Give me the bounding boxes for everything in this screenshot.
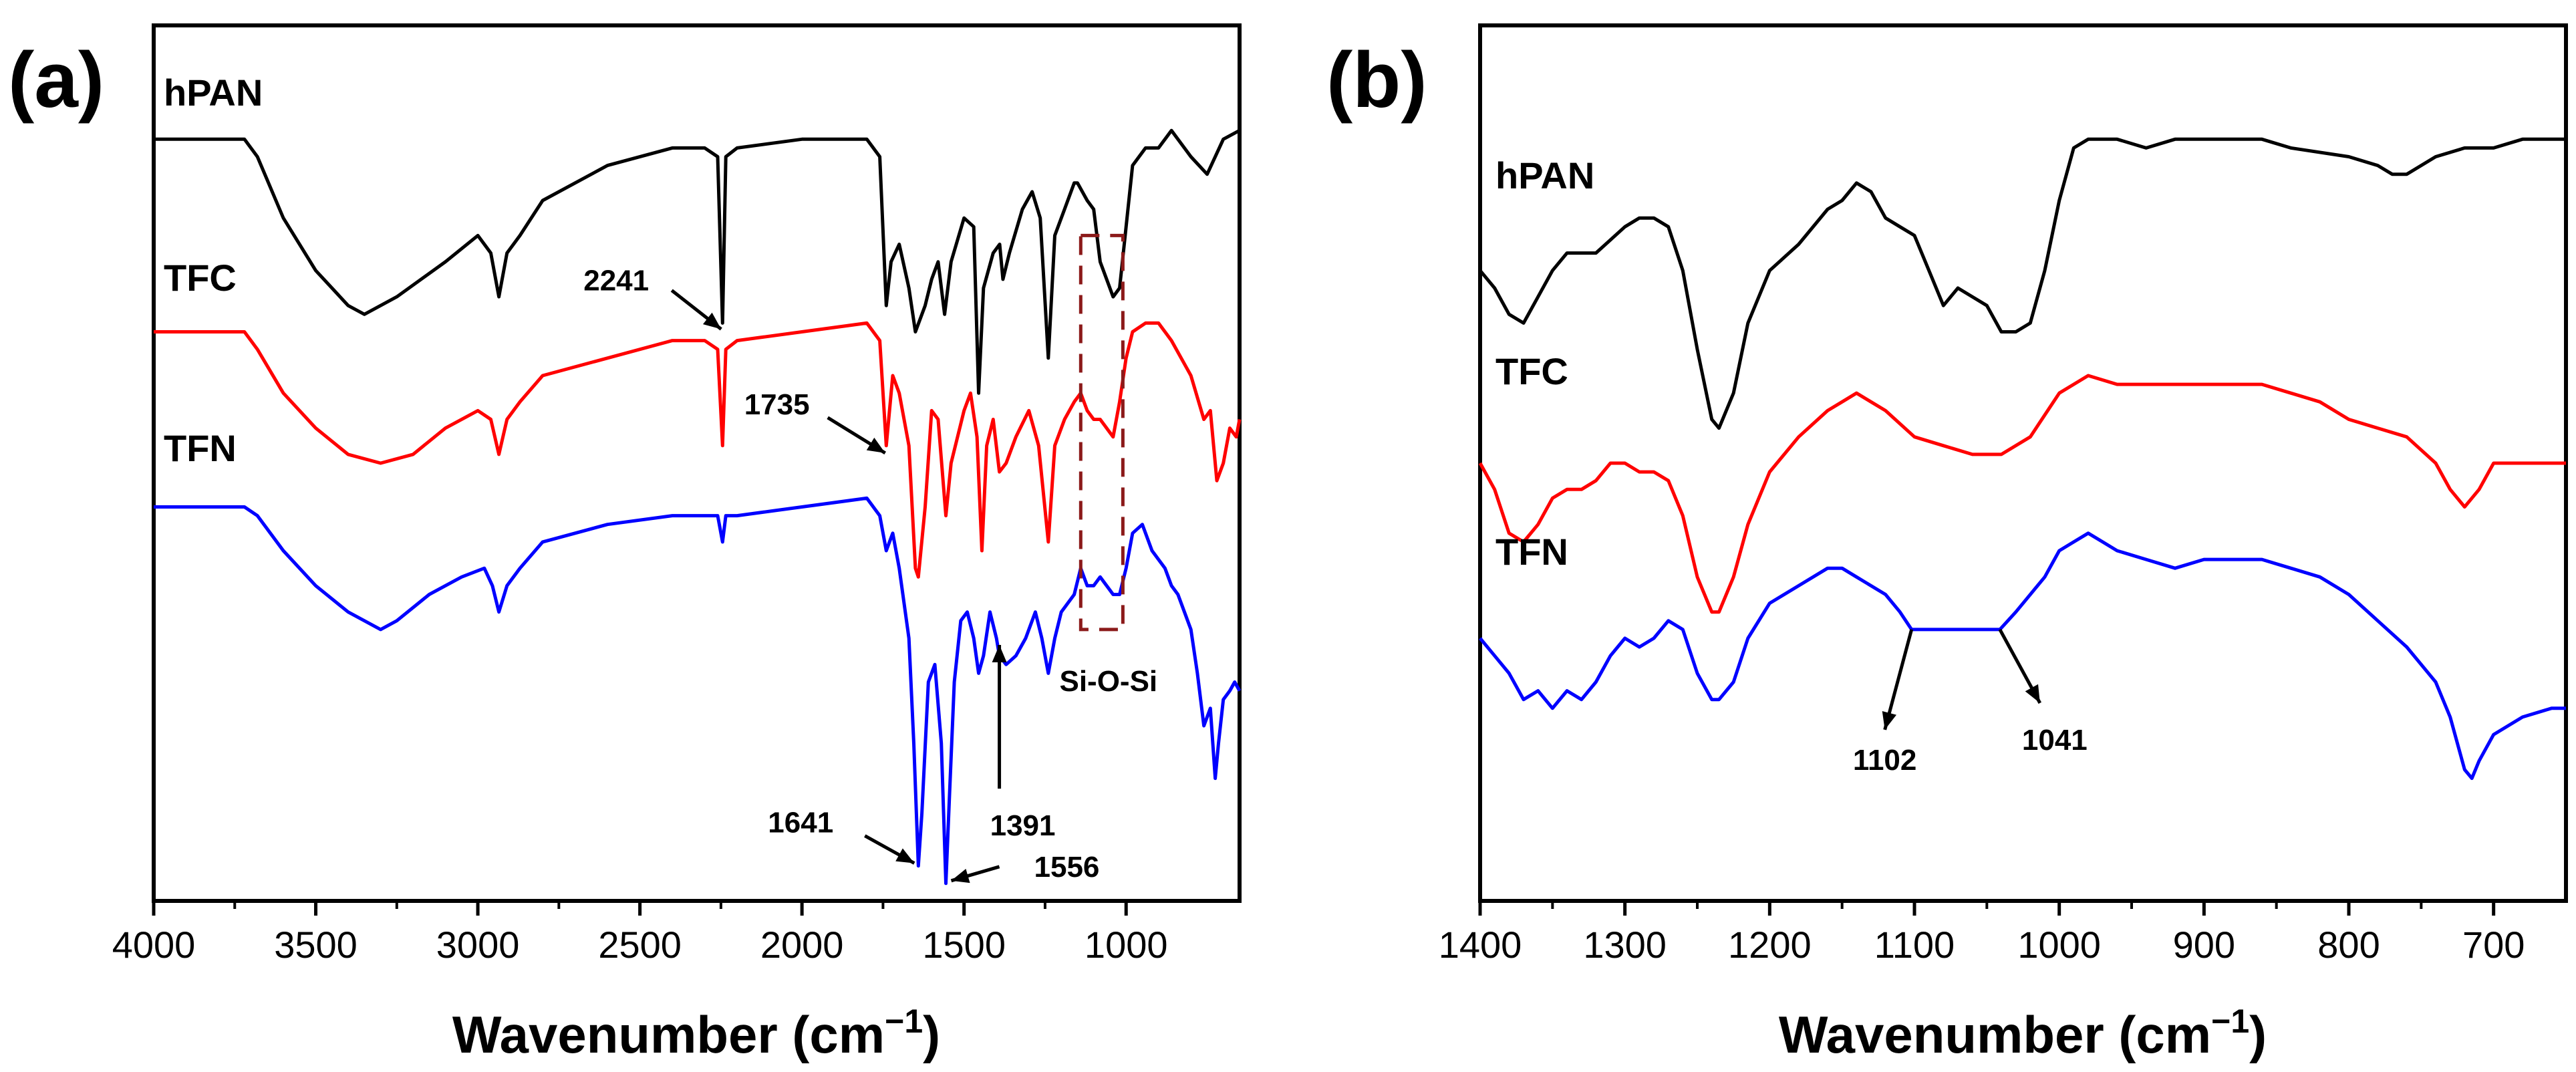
si-o-si-dashed-box — [1079, 233, 1125, 632]
annotation-arrow-head — [2025, 684, 2040, 703]
x-tick-label: 1000 — [2017, 924, 2101, 966]
panel-a: (a) 4000 3500 3000 2500 2000 1500 1000 2241 173… — [8, 23, 1242, 1064]
panel-b-series-label-hpan: hPAN — [1495, 154, 1594, 196]
annotation-arrow-head — [992, 645, 1007, 662]
series-line-hpan — [154, 128, 1241, 395]
panel-b-plot-frame — [1478, 23, 2568, 903]
panel-a-series-label-hpan: hPAN — [164, 72, 263, 114]
annotation-label: 1391 — [990, 809, 1056, 842]
annotation-label: 1735 — [744, 388, 810, 421]
annotation-label: 1041 — [2022, 724, 2088, 757]
panel-a-series — [154, 128, 1242, 886]
x-tick-label: 4000 — [112, 924, 196, 966]
annotation-arrow-head — [895, 848, 915, 863]
annotation-arrow-head — [1882, 710, 1896, 730]
panel-b-series-label-tfn: TFN — [1495, 531, 1568, 573]
annotation-label: 1641 — [768, 807, 833, 839]
x-tick-label: 1000 — [1085, 924, 1168, 966]
panel-b-series-label-tfc: TFC — [1495, 350, 1568, 392]
annotation-arrow-head — [951, 868, 970, 884]
annotation-arrow-head — [866, 437, 885, 453]
panel-a-label: (a) — [8, 36, 104, 124]
annotation-label: 2241 — [583, 265, 649, 297]
series-line-tfc — [154, 321, 1242, 579]
annotation-label: Si-O-Si — [1059, 665, 1157, 698]
panel-b-x-ticks: 1400 1300 1200 1100 1000 900 800 700 — [1439, 901, 2525, 966]
x-tick-label: 2000 — [760, 924, 844, 966]
x-tick-label: 3500 — [274, 924, 357, 966]
x-tick-label: 800 — [2317, 924, 2380, 966]
x-tick-label: 1300 — [1583, 924, 1667, 966]
series-line-tfn — [154, 496, 1242, 886]
panel-b-annotations: 1102 1041 — [1853, 628, 2088, 777]
annotation-label: 1102 — [1853, 744, 1916, 777]
panel-a-series-label-tfc: TFC — [164, 257, 237, 299]
series-line-tfn — [1479, 531, 2566, 781]
panel-b-label: (b) — [1326, 36, 1427, 124]
panel-b-series — [1478, 137, 2566, 781]
panel-a-x-ticks: 4000 3500 3000 2500 2000 1500 1000 — [112, 901, 1168, 966]
series-line-tfc — [1478, 374, 2566, 614]
x-tick-label: 700 — [2462, 924, 2525, 966]
panel-a-annotations: 2241 1735 1641 1556 1391 Si-O-Si — [583, 233, 1157, 884]
x-tick-label: 3000 — [436, 924, 520, 966]
x-tick-label: 1500 — [922, 924, 1006, 966]
annotation-label: 1556 — [1034, 851, 1100, 884]
series-line-hpan — [1479, 137, 2566, 430]
panel-a-x-axis-title: Wavenumber (cm−1) — [452, 1002, 940, 1064]
panel-b: (b) 1400 1300 1200 1100 1000 900 800 700 1102 10… — [1326, 23, 2568, 1064]
x-tick-label: 2500 — [598, 924, 682, 966]
x-tick-label: 900 — [2173, 924, 2235, 966]
panel-a-series-label-tfn: TFN — [164, 427, 237, 469]
panel-a-plot-frame — [152, 23, 1242, 903]
panel-b-x-axis-title: Wavenumber (cm−1) — [1779, 1002, 2267, 1064]
x-tick-label: 1100 — [1874, 924, 1955, 966]
x-tick-label: 1400 — [1439, 924, 1522, 966]
x-tick-label: 1200 — [1728, 924, 1812, 966]
annotation-arrow-head — [702, 312, 722, 329]
